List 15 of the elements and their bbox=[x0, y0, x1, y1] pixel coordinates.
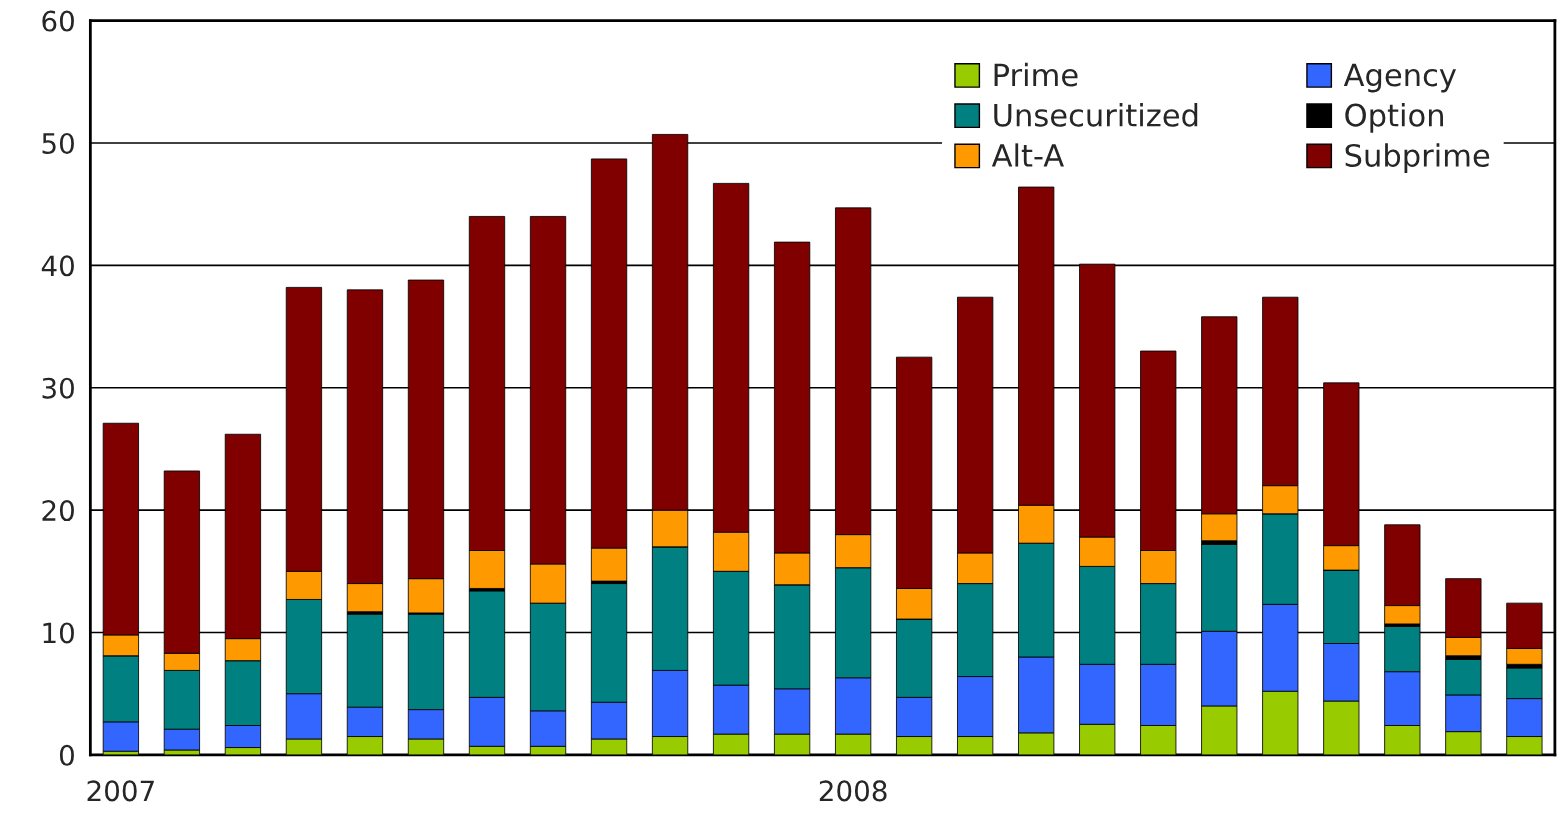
y-tick-label: 50 bbox=[42, 132, 74, 154]
x-tick-label: 2007 bbox=[87, 780, 154, 802]
y-tick-label: 10 bbox=[43, 622, 74, 644]
y-tick-label: 20 bbox=[42, 500, 74, 522]
legend-label: Alt-A bbox=[991, 143, 1064, 167]
legend-label: Prime bbox=[994, 62, 1078, 87]
legend-label: Unsecuritized bbox=[994, 103, 1198, 127]
y-tick-label: 0 bbox=[59, 744, 74, 766]
x-tick-label: 2008 bbox=[819, 780, 887, 802]
legend-label: Option bbox=[1345, 103, 1443, 133]
y-tick-label: 40 bbox=[41, 255, 74, 277]
y-tick-label: 30 bbox=[42, 377, 74, 399]
legend-label: Subprime bbox=[1345, 143, 1490, 173]
y-tick-label: 60 bbox=[42, 10, 74, 32]
legend-label: Agency bbox=[1343, 63, 1457, 93]
